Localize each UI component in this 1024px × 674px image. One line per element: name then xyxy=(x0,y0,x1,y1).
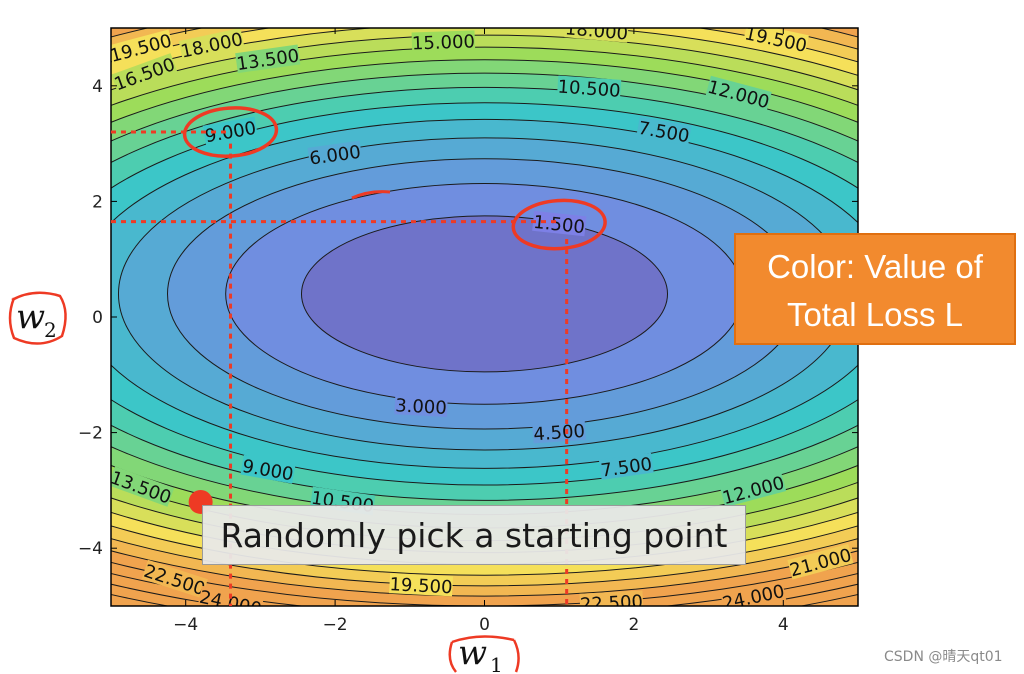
x-tick-label: 4 xyxy=(778,615,789,635)
contour-label-bg xyxy=(202,116,258,146)
contour-label-bg xyxy=(240,454,296,484)
contour-label-bg xyxy=(557,75,622,100)
y-tick-label: −4 xyxy=(78,539,103,559)
contour-label-bg xyxy=(111,53,178,94)
contour-label-bg xyxy=(579,590,644,606)
contour-label-bg xyxy=(411,30,476,53)
contour-label-bg xyxy=(564,28,629,43)
contour-label-bg xyxy=(111,29,174,66)
y-tick-label: 2 xyxy=(92,192,103,212)
x-tick-label: 0 xyxy=(479,615,490,635)
y-tick-label: 0 xyxy=(92,308,103,328)
contour-label-bg xyxy=(720,580,787,606)
x-axis-label-subscript: 1 xyxy=(490,653,503,674)
contour-label-bg xyxy=(389,573,454,597)
x-tick-label: −2 xyxy=(323,615,348,635)
callout-line-1: Color: Value of xyxy=(767,248,983,285)
starting-point-caption: Randomly pick a starting point xyxy=(202,505,746,565)
x-label-hand-circle xyxy=(448,635,520,673)
contour-label-bg xyxy=(720,471,787,508)
highlight-circle xyxy=(182,106,279,158)
contour-label: 10.500 xyxy=(557,77,621,102)
contour-label-bg xyxy=(532,419,587,444)
contour-label-bg xyxy=(235,44,301,74)
contour-label-bg xyxy=(532,210,587,237)
y-label-hand-circle xyxy=(8,291,67,345)
contour-line xyxy=(300,215,669,373)
contour-label-bg xyxy=(705,75,772,112)
contour-label-bg xyxy=(141,559,208,599)
contour-label-bg xyxy=(636,116,692,146)
contour-line xyxy=(111,102,858,486)
contour-band-center xyxy=(301,215,668,372)
contour-line xyxy=(111,28,858,587)
y-tick-label: 4 xyxy=(92,77,103,97)
contour-line xyxy=(111,118,858,469)
contour-label-bg xyxy=(197,585,264,606)
x-tick-label: −4 xyxy=(173,615,198,635)
contour-label-bg xyxy=(598,452,654,480)
contour-label-bg xyxy=(111,466,175,507)
contour-label: 18.000 xyxy=(564,18,629,44)
x-tick-label: 2 xyxy=(628,615,639,635)
y-axis-label-subscript: 2 xyxy=(44,318,57,342)
contour-label-bg xyxy=(178,28,245,61)
csdn-watermark: CSDN @晴天qt01 xyxy=(884,649,1003,665)
contour-label-bg xyxy=(743,28,809,55)
contour-label: 19.500 xyxy=(389,574,453,598)
callout-line-2: Total Loss L xyxy=(786,296,964,333)
contour-line xyxy=(111,86,858,501)
contour-label-bg xyxy=(307,140,363,168)
y-axis-label: w 2 xyxy=(8,291,67,345)
contour-label: 3.000 xyxy=(395,395,448,419)
red-stroke-mark xyxy=(351,190,391,200)
highlight-circle xyxy=(511,198,607,251)
contour-line xyxy=(111,28,858,576)
y-tick-label: −2 xyxy=(78,424,103,444)
contour-label: 22.500 xyxy=(580,591,644,615)
contour-label: 4.500 xyxy=(533,421,586,446)
color-legend-callout: Color: Value of Total Loss L xyxy=(734,233,1016,345)
contour-line xyxy=(111,28,858,597)
y-axis-label-main: w xyxy=(16,297,45,337)
contour-label-bg xyxy=(787,543,854,580)
contour-label: 15.000 xyxy=(412,31,476,54)
contour-label-bg xyxy=(394,394,448,417)
x-axis-label: w 1 xyxy=(448,633,520,674)
